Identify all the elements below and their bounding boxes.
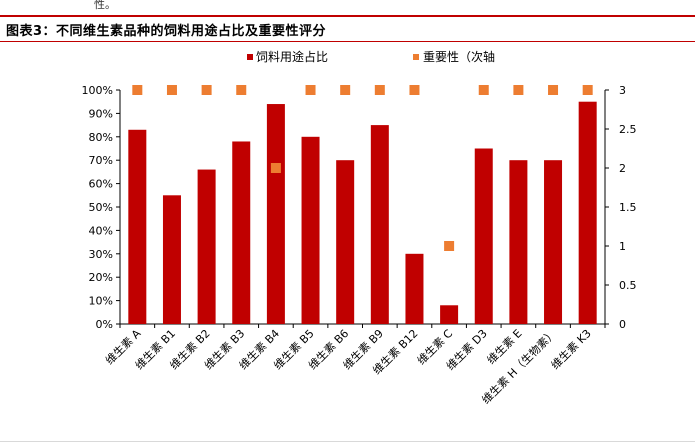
importance-marker [409, 85, 420, 95]
bar [128, 129, 147, 324]
bar [197, 169, 216, 324]
importance-marker [166, 85, 177, 95]
importance-marker [340, 85, 351, 95]
legend-marker-swatch [413, 54, 419, 60]
right-tick-label: 3 [619, 84, 626, 97]
right-tick-label: 2 [619, 162, 626, 175]
left-tick-label: 100% [82, 84, 113, 97]
right-tick-label: 1 [619, 240, 626, 253]
importance-marker [478, 85, 489, 95]
legend-marker-label: 重要性（次轴 [423, 49, 495, 64]
importance-marker [305, 85, 316, 95]
right-tick-label: 2.5 [619, 123, 637, 136]
bar [301, 136, 320, 324]
importance-marker [236, 85, 247, 95]
left-tick-label: 50% [89, 201, 113, 214]
importance-marker [201, 85, 212, 95]
left-tick-label: 40% [89, 224, 113, 237]
left-tick-label: 60% [89, 178, 113, 191]
importance-marker [582, 85, 593, 95]
importance-marker [444, 241, 455, 251]
right-tick-label: 0 [619, 318, 626, 331]
left-tick-label: 80% [89, 131, 113, 144]
bottom-rule [0, 441, 695, 442]
right-tick-label: 0.5 [619, 279, 637, 292]
left-tick-label: 30% [89, 248, 113, 261]
bar [544, 160, 563, 324]
bar [336, 160, 355, 324]
left-tick-label: 90% [89, 107, 113, 120]
left-tick-label: 10% [89, 295, 113, 308]
bar [370, 125, 389, 324]
bar [405, 253, 424, 324]
legend-bar-swatch [247, 54, 253, 60]
importance-marker [374, 85, 385, 95]
bar [232, 141, 251, 324]
bar [509, 160, 528, 324]
title-rule [0, 41, 695, 42]
importance-marker [548, 85, 559, 95]
left-tick-label: 70% [89, 154, 113, 167]
bar [474, 148, 493, 324]
importance-marker [132, 85, 143, 95]
bar [440, 305, 459, 324]
figure-title: 图表3：不同维生素品种的饲料用途占比及重要性评分 [6, 24, 327, 39]
top-red-rule [0, 15, 695, 17]
right-tick-label: 1.5 [619, 201, 637, 214]
bar [266, 104, 285, 324]
left-tick-label: 0% [96, 318, 113, 331]
legend-bar-label: 饲料用途占比 [256, 49, 328, 64]
importance-marker [513, 85, 524, 95]
bar [162, 195, 181, 324]
bar [578, 101, 597, 324]
previous-text-strip: 性。 [0, 0, 695, 14]
importance-marker [270, 163, 281, 173]
left-tick-label: 20% [89, 271, 113, 284]
previous-text-fragment: 性。 [94, 0, 116, 11]
